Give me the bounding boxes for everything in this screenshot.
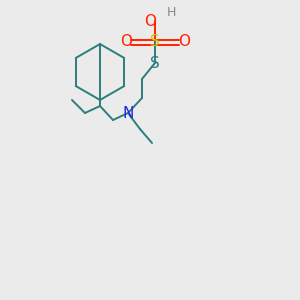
Text: O: O bbox=[178, 34, 190, 50]
Text: O: O bbox=[144, 14, 156, 28]
Text: S: S bbox=[150, 56, 160, 70]
Text: H: H bbox=[166, 7, 176, 20]
Text: N: N bbox=[122, 106, 134, 121]
Text: S: S bbox=[150, 34, 160, 50]
Text: O: O bbox=[120, 34, 132, 50]
